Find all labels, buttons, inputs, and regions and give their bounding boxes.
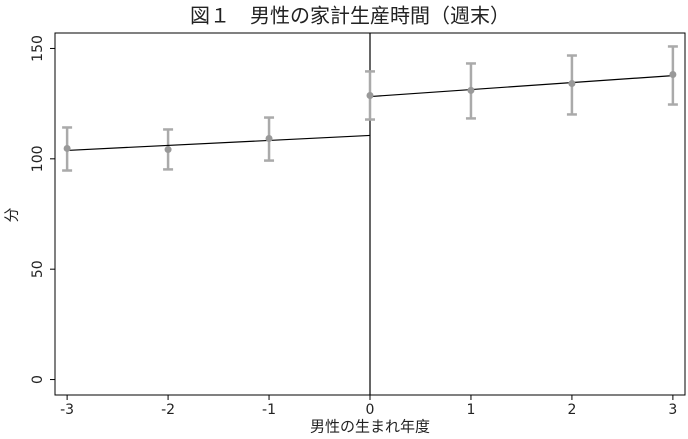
x-tick-label: -1 (262, 402, 276, 418)
x-axis-label: 男性の生まれ年度 (310, 418, 430, 436)
y-tick-label: 50 (30, 260, 46, 278)
x-tick-label: 2 (567, 402, 576, 418)
point (164, 146, 172, 154)
x-tick-label: 3 (668, 402, 677, 418)
y-tick-label: 100 (30, 145, 46, 172)
point (568, 80, 576, 88)
fit-line (67, 134, 371, 152)
point (265, 135, 273, 143)
y-axis-label: 分 (3, 207, 21, 222)
y-tick-label: 0 (30, 375, 46, 384)
point (366, 91, 374, 99)
y-tick-label: 150 (30, 35, 46, 62)
x-tick-label: 1 (467, 402, 476, 418)
chart-title: 図１ 男性の家計生産時間（週末） (190, 4, 510, 28)
fit-line (369, 75, 673, 98)
x-tick-label: -2 (161, 402, 175, 418)
point (467, 86, 475, 94)
x-tick-label: 0 (366, 402, 375, 418)
point (63, 144, 71, 152)
x-tick-label: -3 (60, 402, 74, 418)
point (669, 70, 677, 78)
